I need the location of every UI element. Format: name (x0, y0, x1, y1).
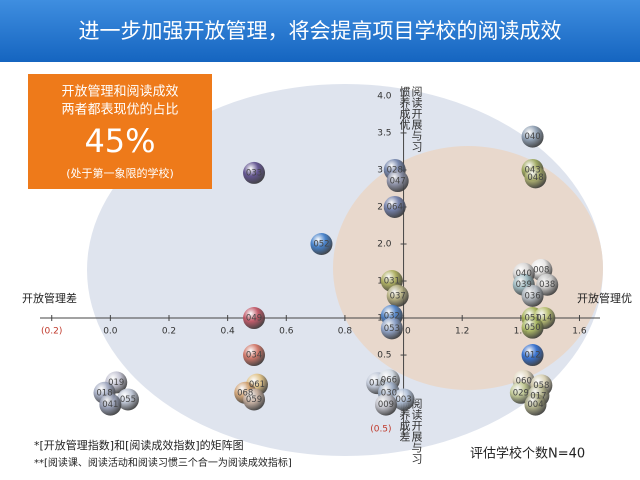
point-label: 058 (533, 381, 549, 391)
point-label: 032 (384, 311, 400, 321)
point-label: 061 (249, 380, 265, 390)
point-label: 003 (395, 395, 411, 405)
x-tick-label: 1.4 (514, 327, 529, 337)
point (374, 393, 397, 416)
point-label: 037 (390, 291, 406, 301)
axis-label-box: 阅读开展与习惯养成优 (398, 86, 423, 152)
point (99, 393, 122, 416)
point (521, 125, 544, 148)
point-label: 038 (539, 280, 555, 290)
point (116, 388, 139, 411)
callout-text: 两者都表现优的占比 (61, 102, 178, 118)
callout-note: (处于第一象限的学校) (66, 166, 174, 180)
region (333, 146, 603, 390)
point (521, 344, 544, 367)
point-label: 049 (246, 314, 262, 324)
point (386, 284, 409, 307)
point (521, 284, 544, 307)
y-tick-label: 4.0 (377, 91, 392, 101)
point (386, 170, 409, 193)
point-label: 028 (387, 165, 403, 175)
point-label: 018 (96, 388, 112, 398)
point-label: 029 (513, 388, 529, 398)
point-label: 050 (524, 323, 540, 333)
point-label: 060 (516, 376, 532, 386)
callout-box (28, 74, 212, 189)
point-label: 041 (102, 400, 118, 410)
point-label: 012 (524, 351, 540, 361)
sample-note: 评估学校个数N=40 (470, 446, 585, 462)
point-label: 014 (536, 314, 552, 324)
x-tick-label: 0.6 (279, 327, 294, 337)
point-label: 053 (384, 324, 400, 334)
point (380, 317, 403, 340)
point-label: 030 (381, 388, 397, 398)
point-label: 066 (381, 376, 397, 386)
point (524, 393, 547, 416)
point-label: 051 (524, 314, 540, 324)
point-label: 019 (108, 378, 124, 388)
x-tick-label: 0.4 (220, 327, 235, 337)
point-label: 040 (524, 132, 540, 142)
point (310, 232, 333, 255)
point-label: 055 (120, 395, 136, 405)
point-label: 039 (516, 280, 532, 290)
point (521, 316, 544, 339)
point-label: 017 (530, 391, 546, 401)
point-label: 033 (246, 168, 262, 178)
y-tick-label: 3.5 (377, 128, 391, 138)
point (524, 166, 547, 189)
point-label: 059 (246, 395, 262, 405)
footnote: *[开放管理指数]和[阅读成效指数]的矩阵图 (34, 438, 244, 452)
point-label: 048 (527, 173, 543, 183)
point (243, 344, 266, 367)
callout-text: 开放管理和阅读成效 (61, 85, 178, 100)
footnote: **[阅读课、阅读活动和阅读习惯三个合一为阅读成效指标] (34, 456, 292, 469)
x-tick-label: 1.6 (572, 327, 587, 337)
y-tick-label: 0.5 (377, 351, 391, 361)
point-label: 031 (384, 277, 400, 287)
point-label: 047 (390, 177, 406, 187)
point-label: 068 (237, 388, 253, 398)
point (509, 381, 532, 404)
point-label: 004 (527, 400, 543, 410)
point-label: 034 (246, 351, 262, 361)
y-tick-label: 2.0 (377, 239, 392, 249)
x-tick-label: 1.0 (396, 327, 411, 337)
y-tick-label: (0.5) (370, 425, 391, 435)
point (383, 195, 406, 218)
point (392, 388, 415, 411)
x-tick-label: 0.0 (103, 327, 118, 337)
x-tick-label: (0.2) (41, 327, 62, 337)
point-label: 052 (313, 239, 329, 249)
point (243, 388, 266, 411)
title-bar (0, 0, 640, 62)
point-label: 009 (378, 400, 394, 410)
chart-title: 进一步加强开放管理，将会提高项目学校的阅读成效 (79, 19, 562, 43)
point-label: 010 (369, 379, 385, 389)
point (243, 161, 266, 184)
callout-value: 45% (84, 122, 155, 160)
point (243, 307, 266, 330)
x-tick-label: 0.2 (162, 327, 176, 337)
axis-label: 开放管理差 (22, 291, 77, 305)
x-tick-label: 1.2 (455, 327, 469, 337)
point-label: 036 (524, 291, 540, 301)
axis-label: 开放管理优 (577, 291, 632, 305)
point-label: 064 (387, 202, 403, 212)
x-tick-label: 0.8 (338, 327, 353, 337)
point-label: 043 (524, 165, 540, 175)
point-label: 040 (516, 269, 532, 279)
point-label: 008 (533, 265, 549, 275)
axis-label: 阅读开展与习惯养成优 (398, 86, 423, 152)
